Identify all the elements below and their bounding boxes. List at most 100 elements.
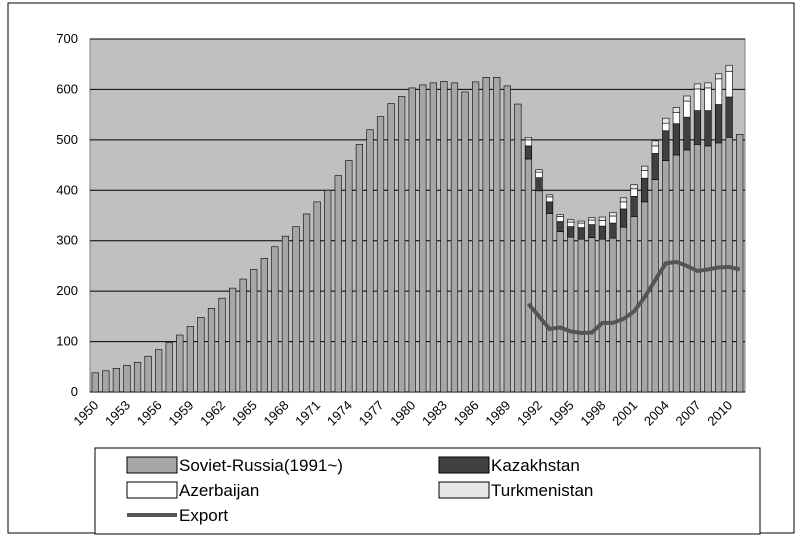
bar-segment [662,122,670,132]
bar-segment [398,96,406,393]
bar-segment [641,170,649,179]
bar-segment [630,188,638,197]
bar-segment [567,219,575,223]
bar-segment [725,137,733,393]
bar-segment [408,87,416,393]
bar-segment [535,190,543,393]
bar-segment [588,224,596,238]
bar-segment [482,77,490,393]
bar-segment [91,372,99,393]
y-tick-label: 600 [56,81,78,96]
bar-segment [714,104,723,144]
bar-segment [672,112,680,125]
bar-segment [630,184,638,190]
bar-segment [419,84,427,393]
bar-segment [197,317,205,393]
bar-segment [524,145,533,160]
bar-segment [535,171,543,178]
bar-segment [609,237,617,393]
bar-segment [545,196,554,203]
bar-segment [545,213,554,393]
bar-segment [556,216,564,222]
bar-segment [545,201,554,214]
bar-segment [567,226,575,238]
bar-segment [461,91,469,393]
bar-segment [619,197,628,203]
bar-segment [714,73,723,80]
bar-segment [102,370,110,393]
bar-segment [609,212,617,217]
bar-segment [493,77,501,393]
legend: Soviet-Russia(1991~) Kazakhstan Azerbaijan… [126,456,593,525]
bar-segment [250,269,258,393]
line-series [526,259,741,336]
bar-segment [641,177,649,203]
bar-segment [229,287,237,393]
bar-segment [672,154,680,393]
bar-segment [133,361,142,393]
bar-segment [683,95,691,102]
legend-swatch [126,456,178,474]
bar-segment [165,342,173,393]
legend-swatch [438,481,490,499]
bar-segment [123,364,131,393]
legend-label: Azerbaijan [179,481,259,500]
bar-segment [567,221,575,227]
bar-segment [440,81,448,393]
bar-segment [609,215,617,224]
bar-segment [693,110,702,145]
bar-segment [683,100,691,118]
bar-segment [387,103,395,393]
bar-segment [651,145,659,154]
bar-segment [725,96,733,138]
bar-segment [662,117,670,124]
bar-segment [324,189,332,393]
y-tick-label: 100 [56,334,78,349]
bar-segment [704,110,712,147]
bar-segment [630,196,638,217]
bar-segment [577,222,585,228]
bar-segment [450,82,459,393]
bar-segment [714,78,723,105]
bar-segment [693,88,702,111]
bar-segment [704,87,712,111]
bar-segment [619,208,628,228]
y-tick-label: 0 [71,384,78,399]
bar-segment [556,214,564,217]
y-tick-label: 400 [56,182,78,197]
y-tick-label: 700 [56,31,78,46]
bar-segment [302,213,311,393]
bar-segment [207,307,216,393]
bar-segment [535,177,543,192]
y-tick-label: 500 [56,132,78,147]
bar-segment [524,137,533,141]
bar-segment [112,367,121,393]
bar-segment [524,158,533,393]
bar-segment [588,237,596,393]
bar-segment [725,70,733,98]
bar-segment [588,219,596,225]
bar-segment [281,235,290,393]
bar-segment [545,194,554,198]
bar-segment [683,116,691,151]
bar-segment [598,225,606,240]
bar-segment [472,81,480,393]
legend-box [94,447,761,535]
bar-segment [619,226,628,393]
bar-segment [556,231,564,393]
y-tick-label: 200 [56,283,78,298]
bar-segment [376,116,385,393]
bar-segment [366,129,374,393]
bar-segment [292,226,300,393]
bar-segment [239,278,247,393]
bar-segment [662,160,670,393]
bar-segment [218,297,226,393]
bar-segment [693,83,702,90]
legend-label: Export [179,506,228,525]
legend-label: Soviet-Russia(1991~) [179,456,343,475]
bar-segment [672,123,680,156]
bar-segment [577,227,585,240]
bar-segment [355,144,363,393]
bar-segment [598,238,606,393]
